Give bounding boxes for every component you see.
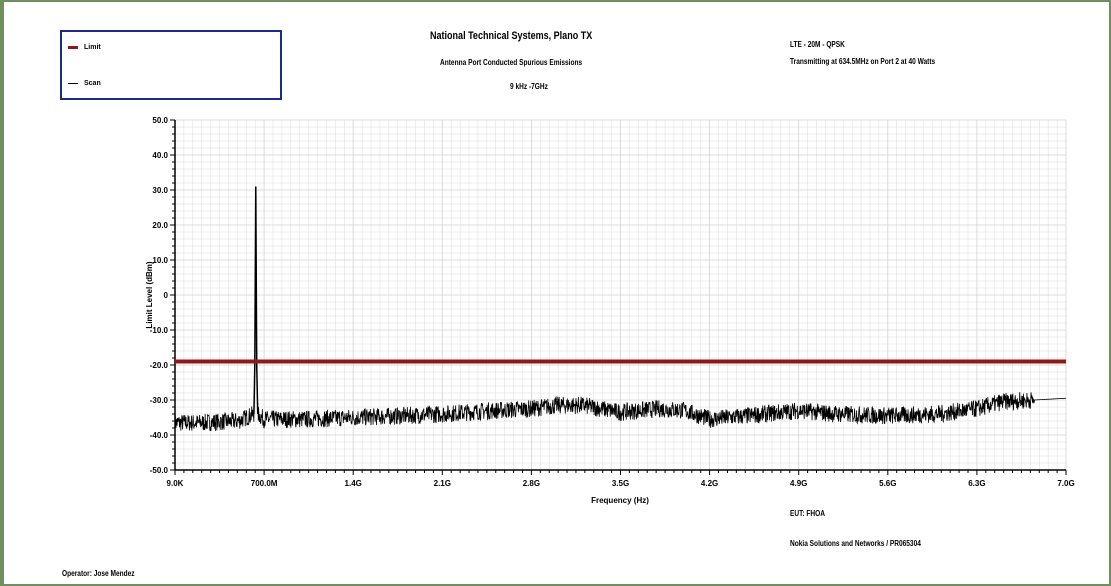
scan-trace [174,207,1067,432]
x-tick-label: 2.1G [434,479,451,488]
x-tick-label: 6.3G [968,479,985,488]
x-tick-label: 3.5G [612,479,629,488]
freq-range: 9 kHz -7GHz [510,82,548,91]
config-label: LTE - 20M - QPSK [790,40,845,49]
org-title: National Technical Systems, Plano TX [430,30,593,42]
series [174,186,1067,432]
y-tick-label: 40.0 [152,151,168,160]
x-axis-title: Frequency (Hz) [591,496,649,505]
y-tick-label: 30.0 [152,186,168,195]
y-tick-label: 0 [164,291,169,300]
x-tick-label: 1.4G [345,479,362,488]
y-tick-label: -40.0 [150,431,169,440]
legend-item-scan: Scan [68,80,101,87]
y-tick-label: -20.0 [150,361,169,370]
operator-label: Operator: Jose Mendez [62,569,135,578]
legend-label-scan: Scan [84,80,101,87]
scan-swatch [68,83,78,84]
x-tick-label: 2.8G [523,479,540,488]
y-tick-label: 10.0 [152,256,168,265]
x-tick-label: 7.0G [1057,479,1074,488]
y-axis-title: Limit Level (dBm) [145,261,154,328]
x-tick-label: 5.6G [879,479,896,488]
legend-item-limit: Limit [68,44,101,51]
y-tick-label: -50.0 [150,466,169,475]
x-tick-label: 700.0M [251,479,278,488]
x-tick-label: 9.0K [167,479,184,488]
x-tick-label: 4.9G [790,479,807,488]
y-tick-label: -10.0 [150,326,169,335]
y-tick-label: -30.0 [150,396,169,405]
customer-label: Nokia Solutions and Networks / PR065304 [790,539,921,548]
legend: Limit Scan [60,30,282,100]
y-tick-label: 50.0 [152,116,168,125]
scan-peak [253,186,259,415]
test-title: Antenna Port Conducted Spurious Emission… [440,58,583,67]
legend-label-limit: Limit [84,44,101,51]
x-tick-label: 4.2G [701,479,718,488]
axes [170,119,1067,475]
tick-labels: 50.0 40.0 30.0 20.0 10.0 0 -10.0 -20.0 -30.0 -40.… [150,116,1075,488]
tx-desc: Transmitting at 634.5MHz on Port 2 at 40… [790,57,936,66]
eut-label: EUT: FHOA [790,509,825,518]
limit-swatch [68,46,78,49]
y-tick-label: 20.0 [152,221,168,230]
